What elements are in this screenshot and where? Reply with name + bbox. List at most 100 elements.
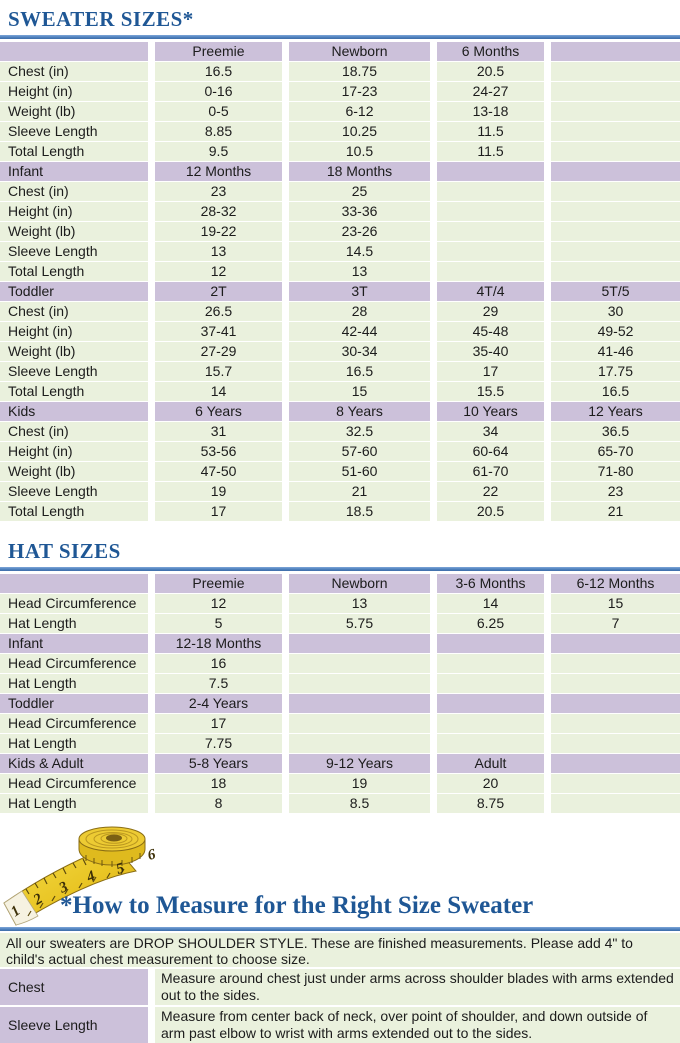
size-value-cell [289,714,430,733]
size-value-cell: 60-64 [437,442,544,461]
size-value-cell: 7.5 [155,674,282,693]
size-value-cell: 23 [551,482,680,501]
size-value-cell: 8.5 [289,794,430,813]
measure-label-cell: Weight (lb) [0,342,148,361]
size-value-cell [437,242,544,261]
size-value-cell: 10.25 [289,122,430,141]
measure-label-cell: Head Circumference [0,594,148,613]
size-value-cell: 14 [155,382,282,401]
size-value-cell: 45-48 [437,322,544,341]
table-row: Total Length 9.5 10.5 11.5 [0,142,680,161]
size-column-header-cell: 6 Months [437,42,544,61]
measure-label-cell: Weight (lb) [0,102,148,121]
size-column-header-cell: 12 Months [155,162,282,181]
size-value-cell: 13 [289,262,430,281]
size-value-cell: 24-27 [437,82,544,101]
size-group-header-row: Toddler 2-4 Years [0,694,680,713]
size-value-cell: 19 [155,482,282,501]
size-group-header-row: Infant 12 Months 18 Months [0,162,680,181]
size-column-header-cell: Adult [437,754,544,773]
group-label-cell: Toddler [0,694,148,713]
size-value-cell [437,734,544,753]
measure-label-cell: Head Circumference [0,714,148,733]
size-value-cell: 57-60 [289,442,430,461]
measuring-intro-note: All our sweaters are DROP SHOULDER STYLE… [0,933,680,967]
size-value-cell: 7 [551,614,680,633]
size-value-cell: 17 [155,502,282,521]
size-value-cell [551,654,680,673]
svg-text:6: 6 [146,846,158,863]
size-value-cell: 16.5 [155,62,282,81]
measure-label-cell: Head Circumference [0,774,148,793]
size-column-header-cell [551,42,680,61]
table-row: Sleeve Length 8.85 10.25 11.5 [0,122,680,141]
size-value-cell: 14.5 [289,242,430,261]
size-column-header-cell [289,634,430,653]
size-column-header-cell: Newborn [289,42,430,61]
measuring-tape-icon: 1 2 3 4 5 6 [3,826,158,926]
size-value-cell: 47-50 [155,462,282,481]
group-label-cell: Infant [0,162,148,181]
size-value-cell: 20.5 [437,502,544,521]
size-value-cell: 15.7 [155,362,282,381]
size-value-cell: 13-18 [437,102,544,121]
table-row: Sleeve Length 19 21 22 23 [0,482,680,501]
size-column-header-cell: 2T [155,282,282,301]
measure-label-cell: Total Length [0,262,148,281]
size-value-cell [289,734,430,753]
size-value-cell [289,674,430,693]
group-label-cell [0,574,148,593]
measure-label-cell: Weight (lb) [0,222,148,241]
group-label-cell: Toddler [0,282,148,301]
table-row: Hat Length 7.5 [0,674,680,693]
hat-sizes-title: HAT SIZES [8,539,121,563]
measure-label-cell: Chest [0,969,148,1005]
size-value-cell [551,62,680,81]
size-value-cell: 5.75 [289,614,430,633]
group-label-cell [0,42,148,61]
table-row: Height (in) 53-56 57-60 60-64 65-70 [0,442,680,461]
size-column-header-cell: 6 Years [155,402,282,421]
size-value-cell: 13 [289,594,430,613]
blue-divider-rule [0,35,680,39]
measure-label-cell: Total Length [0,382,148,401]
size-value-cell: 7.75 [155,734,282,753]
group-label-cell: Infant [0,634,148,653]
table-row: Hat Length 7.75 [0,734,680,753]
measure-label-cell: Height (in) [0,442,148,461]
table-row: Hat Length 5 5.75 6.25 7 [0,614,680,633]
size-value-cell: 18 [155,774,282,793]
size-value-cell: 30-34 [289,342,430,361]
blue-divider-rule [0,567,680,571]
table-row: Sleeve Length 13 14.5 [0,242,680,261]
size-group-header-row: Preemie Newborn 3-6 Months 6-12 Months [0,574,680,593]
size-value-cell [551,182,680,201]
size-column-header-cell: 5T/5 [551,282,680,301]
measure-label-cell: Height (in) [0,82,148,101]
size-value-cell: 19-22 [155,222,282,241]
table-row: Chest (in) 16.5 18.75 20.5 [0,62,680,81]
size-column-header-cell [289,694,430,713]
size-value-cell: 11.5 [437,142,544,161]
size-value-cell: 15 [551,594,680,613]
size-group-header-row: Infant 12-18 Months [0,634,680,653]
roll-hole [106,834,122,842]
size-value-cell: 21 [551,502,680,521]
size-value-cell: 17 [437,362,544,381]
measure-label-cell: Sleeve Length [0,122,148,141]
size-value-cell [551,794,680,813]
size-value-cell: 25 [289,182,430,201]
size-value-cell: 12 [155,262,282,281]
table-row: Height (in) 0-16 17-23 24-27 [0,82,680,101]
measure-label-cell: Hat Length [0,734,148,753]
size-column-header-cell: 9-12 Years [289,754,430,773]
size-value-cell: 18.75 [289,62,430,81]
size-value-cell: 16.5 [289,362,430,381]
size-value-cell: 20 [437,774,544,793]
size-column-header-cell [551,754,680,773]
measure-label-cell: Chest (in) [0,182,148,201]
table-row: Total Length 12 13 [0,262,680,281]
size-value-cell [437,674,544,693]
table-row: Height (in) 28-32 33-36 [0,202,680,221]
size-value-cell: 33-36 [289,202,430,221]
